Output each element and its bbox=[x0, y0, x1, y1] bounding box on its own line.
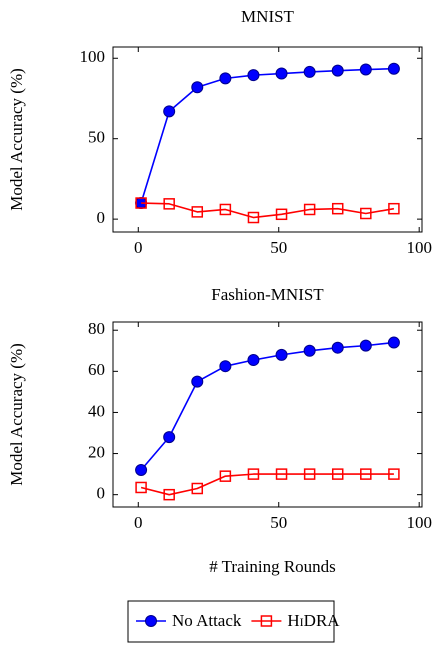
marker bbox=[388, 468, 400, 480]
marker bbox=[163, 488, 175, 501]
x-tick-label: 0 bbox=[134, 513, 143, 532]
x-tick-label: 0 bbox=[134, 238, 143, 257]
legend-marker bbox=[145, 615, 157, 627]
y-tick-label: 20 bbox=[88, 442, 105, 461]
marker bbox=[359, 63, 372, 76]
marker bbox=[387, 336, 400, 349]
marker bbox=[360, 207, 372, 220]
marker bbox=[331, 468, 344, 480]
marker bbox=[275, 468, 288, 480]
marker bbox=[191, 482, 204, 495]
marker bbox=[275, 208, 288, 221]
marker bbox=[331, 202, 344, 215]
y-axis-label: Model Accuracy (%) bbox=[7, 343, 26, 486]
marker bbox=[331, 341, 344, 354]
y-tick-label: 0 bbox=[97, 208, 106, 227]
x-tick-label: 50 bbox=[270, 238, 287, 257]
legend-marker bbox=[260, 615, 273, 627]
marker bbox=[247, 468, 260, 480]
y-tick-label: 50 bbox=[88, 128, 105, 147]
marker bbox=[219, 72, 232, 85]
x-tick-label: 100 bbox=[406, 513, 432, 532]
chart-title: Fashion-MNIST bbox=[211, 285, 324, 304]
marker bbox=[135, 464, 148, 476]
marker bbox=[275, 348, 288, 361]
marker bbox=[331, 64, 344, 77]
x-axis-label: # Training Rounds bbox=[209, 557, 336, 576]
y-axis-label: Model Accuracy (%) bbox=[7, 68, 26, 211]
marker bbox=[387, 62, 400, 75]
marker bbox=[247, 69, 260, 82]
marker bbox=[303, 65, 316, 78]
legend-box bbox=[127, 600, 335, 643]
marker bbox=[219, 470, 232, 482]
marker bbox=[163, 105, 176, 118]
y-tick-label: 0 bbox=[97, 484, 106, 503]
series-line bbox=[140, 67, 394, 204]
marker bbox=[191, 81, 204, 94]
marker bbox=[247, 211, 260, 224]
marker bbox=[135, 481, 147, 494]
marker bbox=[163, 198, 175, 210]
marker bbox=[275, 67, 288, 80]
marker bbox=[219, 360, 232, 373]
marker bbox=[303, 468, 316, 480]
marker bbox=[303, 344, 316, 357]
marker bbox=[359, 339, 372, 352]
marker bbox=[247, 354, 260, 367]
plot-frame bbox=[112, 321, 423, 508]
series-line bbox=[141, 202, 395, 219]
marker bbox=[191, 375, 204, 388]
y-tick-label: 80 bbox=[88, 319, 105, 338]
marker bbox=[191, 206, 204, 218]
legend-label: No Attack bbox=[172, 611, 242, 630]
marker bbox=[163, 431, 176, 444]
y-tick-label: 60 bbox=[88, 360, 105, 379]
marker bbox=[303, 203, 316, 216]
series-line bbox=[140, 473, 394, 496]
x-tick-label: 50 bbox=[270, 513, 287, 532]
plot-frame bbox=[112, 46, 423, 233]
series-line bbox=[140, 341, 394, 471]
chart-title: MNIST bbox=[241, 7, 295, 26]
legend-label: HiDRA bbox=[287, 611, 340, 630]
marker bbox=[219, 203, 232, 216]
marker bbox=[360, 468, 372, 480]
marker bbox=[135, 197, 147, 209]
x-tick-label: 100 bbox=[406, 238, 432, 257]
y-tick-label: 40 bbox=[88, 401, 105, 420]
y-tick-label: 100 bbox=[80, 47, 106, 66]
marker bbox=[388, 202, 400, 215]
